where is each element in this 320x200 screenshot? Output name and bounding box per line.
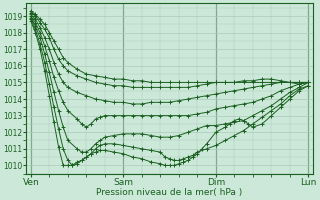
X-axis label: Pression niveau de la mer( hPa ): Pression niveau de la mer( hPa ) [97, 188, 243, 197]
